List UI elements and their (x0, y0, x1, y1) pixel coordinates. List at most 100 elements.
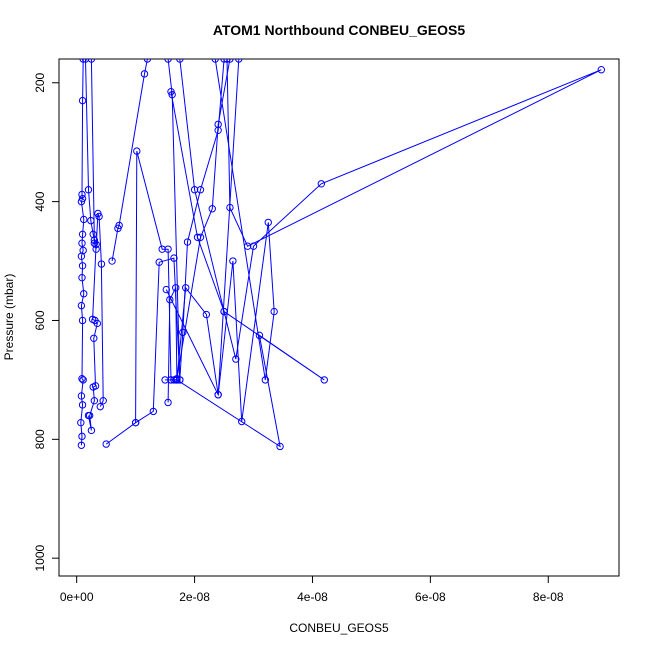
series-line-0 (80, 59, 85, 446)
series-line-4 (111, 59, 148, 262)
data-point (77, 301, 86, 310)
series-line-1 (85, 59, 98, 431)
series-layer (77, 59, 606, 451)
x-tick-label: 0e+00 (60, 590, 94, 604)
data-point (78, 316, 87, 325)
y-tick-label: 400 (33, 191, 47, 211)
data-point (167, 87, 175, 96)
chart-title: ATOM1 Northbound CONBEU_GEOS5 (213, 22, 465, 38)
data-point (255, 331, 264, 340)
data-point (196, 186, 205, 194)
data-point (179, 328, 187, 337)
data-point (88, 315, 97, 323)
data-point (102, 440, 110, 448)
data-point (80, 215, 88, 224)
data-point (155, 258, 163, 266)
data-point (85, 411, 94, 420)
data-point (320, 376, 328, 384)
data-point (176, 59, 184, 63)
data-point (223, 59, 231, 63)
data-point (90, 239, 99, 247)
data-point (96, 402, 104, 411)
data-point (84, 186, 93, 194)
data-point (226, 59, 234, 63)
data-point (243, 242, 252, 250)
data-point (226, 203, 234, 212)
data-point (87, 426, 96, 435)
data-point (143, 59, 152, 63)
plot-frame (58, 58, 620, 577)
series-line-10 (176, 59, 325, 448)
data-point (78, 239, 86, 247)
data-point (78, 96, 87, 105)
data-point (78, 401, 87, 409)
data-point (90, 396, 99, 405)
data-point (77, 418, 85, 427)
data-point (214, 120, 222, 129)
data-point (79, 59, 87, 63)
data-point (81, 59, 90, 63)
series-line-8 (165, 59, 275, 422)
x-axis-label: CONBEU_GEOS5 (289, 621, 389, 635)
data-point (133, 147, 141, 155)
data-point (264, 218, 272, 227)
data-point (183, 238, 192, 246)
data-point (90, 334, 98, 342)
data-point (131, 418, 140, 427)
y-axis-label: Pressure (mbar) (2, 274, 16, 361)
data-point (235, 59, 243, 63)
data-point (164, 398, 172, 407)
data-point (202, 310, 211, 319)
x-tick-label: 6e-08 (415, 590, 446, 604)
data-point (261, 376, 270, 384)
data-point (78, 194, 87, 203)
data-point (79, 246, 87, 255)
data-point (149, 407, 158, 416)
data-point (80, 290, 88, 298)
y-tick-label: 1000 (33, 545, 47, 572)
data-point (220, 59, 228, 63)
series-line-3 (105, 59, 225, 445)
data-point (229, 257, 237, 265)
data-point (232, 355, 240, 363)
data-point (164, 59, 172, 63)
data-point (182, 284, 190, 292)
data-point (108, 257, 116, 265)
series-line-5 (135, 59, 181, 423)
y-axis: 200 400 600 800 1000 (33, 72, 60, 572)
x-tick-label: 8e-08 (533, 590, 564, 604)
data-point (77, 441, 86, 449)
y-tick-label: 600 (33, 310, 47, 330)
data-point (220, 307, 228, 316)
y-tick-label: 800 (33, 429, 47, 449)
data-point (214, 391, 222, 399)
data-point (78, 190, 86, 199)
data-point (172, 284, 180, 292)
data-point (190, 186, 199, 194)
data-point (78, 230, 87, 239)
data-point (597, 65, 606, 74)
data-point (249, 242, 258, 250)
data-point (78, 432, 86, 441)
data-point (208, 205, 216, 213)
data-point (77, 392, 86, 400)
x-axis: 0e+00 2e-08 4e-08 6e-08 8e-08 (60, 575, 564, 604)
series-line-9 (170, 59, 602, 360)
data-point (270, 307, 278, 316)
data-point (91, 382, 100, 390)
data-point (164, 245, 172, 253)
series-line-2 (90, 59, 104, 407)
data-point (158, 245, 166, 253)
data-point (211, 59, 219, 63)
data-point (97, 260, 106, 268)
data-point (162, 285, 170, 294)
data-point (173, 376, 181, 384)
y-tick-label: 200 (33, 72, 47, 92)
data-point (78, 262, 87, 270)
data-point (78, 375, 86, 383)
x-tick-label: 2e-08 (179, 590, 210, 604)
data-point (79, 376, 87, 384)
data-point (170, 254, 178, 262)
data-point (140, 70, 149, 78)
